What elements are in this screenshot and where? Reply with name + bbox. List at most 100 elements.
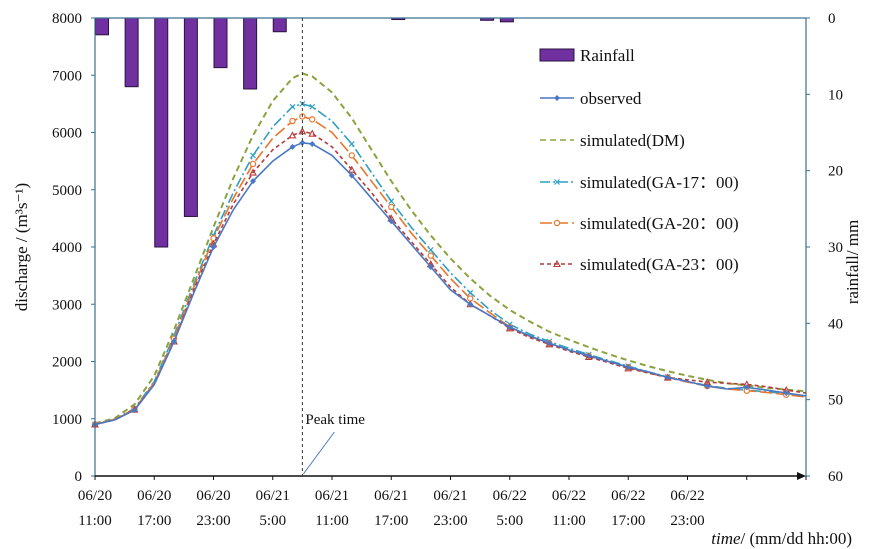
rainfall-bar <box>124 17 139 88</box>
series-point <box>467 301 474 308</box>
y-tick-label: 1000 <box>52 412 82 428</box>
series-point <box>249 160 257 168</box>
series-point <box>388 198 395 205</box>
rainfall-bar <box>213 17 228 69</box>
series-point <box>427 246 434 253</box>
legend-marker <box>554 95 560 101</box>
x-tick-label-date: 06/21 <box>374 488 408 504</box>
series-point <box>664 374 671 381</box>
y2-tick-label: 10 <box>828 87 843 103</box>
legend-label: observed <box>580 89 642 108</box>
series-point <box>250 178 256 185</box>
series-point <box>348 141 355 147</box>
series-point <box>289 117 296 125</box>
y2-tick-label: 20 <box>828 164 843 180</box>
legend: Rainfall observed simulated(DM) simulated(G… <box>539 46 739 274</box>
series-point <box>309 116 316 123</box>
x-tick-label-time: 23:00 <box>196 513 230 529</box>
series-point <box>388 218 395 225</box>
series-point <box>171 338 177 345</box>
series-point <box>388 203 395 211</box>
legend-marker <box>553 219 561 227</box>
series-line <box>94 72 807 425</box>
x-tick-label-time: 17:00 <box>611 513 645 529</box>
y-tick-label: 2000 <box>52 355 82 371</box>
legend-label: simulated(GA-20：00) <box>580 214 739 233</box>
peak-annotation: Peak time <box>301 18 365 476</box>
series-line <box>94 141 807 426</box>
x-tick-label-time: 11:00 <box>315 513 349 529</box>
peak-time-label: Peak time <box>305 412 365 428</box>
series-point <box>309 140 316 147</box>
series-point <box>704 383 711 390</box>
y-tick-label: 4000 <box>52 240 82 256</box>
y-tick-label: 0 <box>75 469 83 485</box>
legend-swatch-bar <box>539 48 575 62</box>
series-point <box>585 352 592 359</box>
series-point <box>347 165 356 173</box>
x-tick-label-date: 06/22 <box>493 488 527 504</box>
y2-tick-label: 0 <box>828 11 836 27</box>
rainfall-bar <box>154 17 169 248</box>
series-point <box>427 252 434 259</box>
series-point <box>308 129 317 137</box>
rainfall-bar <box>272 17 287 33</box>
axes <box>91 17 810 480</box>
series-point <box>288 131 297 139</box>
series-point <box>625 364 632 371</box>
series-point <box>210 244 217 250</box>
series-line <box>94 130 807 426</box>
tick-labels: 0 1000 2000 3000 4000 5000 6000 7000 8000 0 10 20 30… <box>52 11 843 529</box>
x-tick-label-time: 5:00 <box>496 513 523 529</box>
x-tick-label-date: 06/21 <box>315 488 349 504</box>
y2-axis-title: rainfall/ mm <box>843 220 862 305</box>
x-tick-label-date: 06/22 <box>670 488 704 504</box>
series-point <box>309 103 316 110</box>
x-tick-label-date: 06/22 <box>552 488 586 504</box>
x-tick-label-time: 11:00 <box>78 513 112 529</box>
rainfall-bar <box>183 17 198 217</box>
legend-marker <box>554 179 560 185</box>
y-axis-title: discharge / (m³s⁻¹) <box>12 183 31 311</box>
y-tick-label: 3000 <box>52 297 82 313</box>
y2-tick-label: 50 <box>828 393 843 409</box>
y-tick-label: 8000 <box>52 11 82 27</box>
y-tick-label: 7000 <box>52 68 82 84</box>
x-tick-label-time: 23:00 <box>670 513 704 529</box>
series-point <box>289 103 296 110</box>
discharge-series <box>91 72 807 428</box>
rainfall-bar <box>243 17 258 90</box>
x-tick-label-date: 06/22 <box>611 488 645 504</box>
x-tick-label-time: 5:00 <box>259 513 286 529</box>
y2-tick-label: 30 <box>828 240 843 256</box>
series-point <box>289 143 296 150</box>
series-point <box>743 384 750 391</box>
series-point <box>506 324 513 331</box>
rainfall-bars <box>95 17 514 248</box>
x-axis-title-rest: / (mm/dd hh:00) <box>741 529 852 548</box>
series-point <box>427 264 434 271</box>
x-tick-label-time: 23:00 <box>433 513 467 529</box>
x-tick-label-date: 06/20 <box>196 488 230 504</box>
legend-marker <box>553 259 561 268</box>
series-point <box>250 152 256 159</box>
legend-label: simulated(GA-17：00) <box>580 173 739 192</box>
y2-tick-label: 40 <box>828 316 843 332</box>
x-axis-title-italic: time <box>711 529 741 548</box>
y-tick-label: 6000 <box>52 126 82 142</box>
y2-tick-label: 60 <box>828 469 843 485</box>
series-point <box>299 139 306 146</box>
peak-time-leader <box>302 431 335 475</box>
y-tick-label: 5000 <box>52 183 82 199</box>
series-point <box>249 168 257 176</box>
series-point <box>348 172 355 179</box>
rainfall-bar <box>95 17 109 36</box>
x-tick-label-date: 06/20 <box>78 488 112 504</box>
legend-label: simulated(GA-23：00) <box>580 255 739 274</box>
x-tick-label-time: 17:00 <box>374 513 408 529</box>
x-axis-title: time/ (mm/dd hh:00) <box>711 529 852 548</box>
x-tick-label-time: 11:00 <box>552 513 586 529</box>
series-point <box>783 389 790 396</box>
x-tick-label-date: 06/21 <box>256 488 290 504</box>
